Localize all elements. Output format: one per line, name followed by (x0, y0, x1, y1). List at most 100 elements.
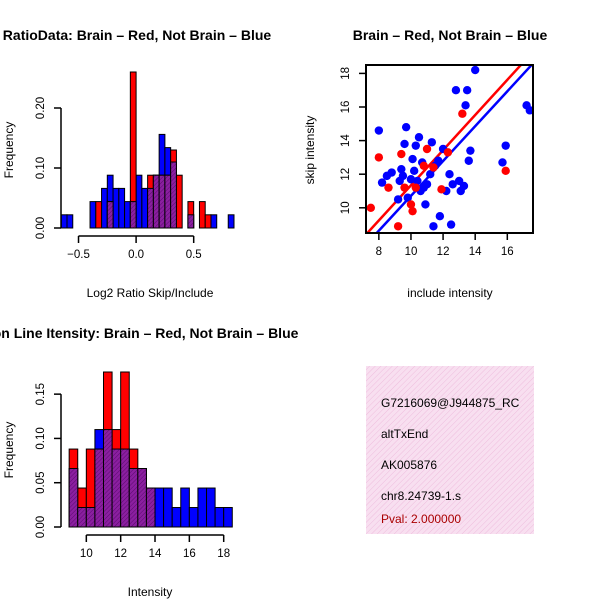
y-tick-label: 0.10 (35, 157, 47, 179)
histogram-bar-not-brain (112, 187, 120, 229)
x-tick-label: 10 (405, 246, 418, 258)
scatter-point-brain (400, 183, 409, 192)
ratio-y-axis-label: Frequency (2, 122, 16, 179)
scatter-point-brain (422, 144, 432, 154)
scatter-point-brain (406, 200, 416, 209)
scatter-point-brain (437, 185, 446, 194)
y-tick-label: 0.00 (35, 217, 47, 239)
scatter-point-not-brain (464, 156, 473, 165)
scatter-point-not-brain (401, 122, 411, 132)
histogram-bar-overlap (94, 448, 104, 528)
scatter-point-not-brain (448, 180, 457, 189)
scatter-point-not-brain (400, 139, 409, 149)
histogram-bar-not-brain (227, 214, 235, 229)
intensity-histogram-bars (68, 371, 233, 528)
scatter-point-not-brain (406, 175, 416, 184)
intensity-y-axis: 0.00 0.05 0.10 0.15 (35, 383, 62, 538)
histogram-bar-not-brain (89, 201, 97, 229)
histogram-bar-not-brain (154, 487, 165, 528)
scatter-point-not-brain (398, 171, 408, 181)
scatter-point-not-brain (387, 168, 396, 177)
scatter-panel: Brain – Red, Not Brain – Blue 8 10 12 14 16 … (303, 27, 547, 300)
histogram-bar-overlap (102, 429, 113, 528)
scatter-point-not-brain (501, 141, 510, 150)
scatter-fit-lines (366, 65, 533, 233)
histogram-bar-not-brain (124, 201, 131, 229)
x-tick-label: −0.5 (67, 249, 90, 261)
scatter-point-not-brain (414, 133, 424, 142)
scatter-point-not-brain (429, 222, 438, 231)
y-tick-label: 0.15 (35, 383, 47, 405)
histogram-bar-not-brain (210, 214, 218, 229)
scatter-point-not-brain (397, 164, 406, 174)
histogram-bar-overlap (68, 468, 79, 528)
ratio-y-axis: 0.00 0.10 0.20 (35, 97, 62, 239)
scatter-point-not-brain (408, 154, 417, 164)
fit-line-brain (366, 65, 523, 233)
y-tick-label: 12 (340, 168, 352, 181)
histogram-bar-not-brain (180, 487, 190, 528)
histogram-bar-not-brain (135, 174, 143, 229)
scatter-point-brain (374, 153, 384, 162)
scatter-y-axis: 10 12 14 16 18 (340, 67, 366, 214)
scatter-point-not-brain (427, 138, 437, 147)
scatter-x-axis-label: include intensity (407, 286, 492, 300)
histogram-bar-overlap (170, 161, 177, 229)
scatter-x-axis: 8 10 12 14 16 (376, 233, 514, 258)
x-tick-label: 0.5 (186, 249, 202, 261)
scatter-plot-frame (365, 64, 534, 234)
info-panel: G7216069@J944875_RC altTxEnd AK005876 ch… (366, 366, 534, 534)
y-tick-label: 0.00 (35, 516, 47, 538)
x-tick-label: 16 (183, 548, 196, 560)
y-tick-label: 16 (340, 101, 352, 114)
y-tick-label: 18 (340, 67, 352, 80)
histogram-bar-not-brain (66, 214, 74, 229)
histogram-bar-not-brain (141, 187, 149, 229)
ratio-x-axis-label: Log2 Ratio Skip/Include (87, 286, 214, 300)
event-type-text: altTxEnd (381, 427, 428, 441)
intensity-histogram-panel: Exon Line Itensity: Brain – Red, Not Bra… (0, 325, 299, 599)
histogram-bar-overlap (145, 487, 156, 528)
scatter-point-not-brain (466, 146, 475, 155)
histogram-bar-not-brain (118, 187, 126, 229)
scatter-point-brain (458, 109, 467, 118)
histogram-bar-overlap (128, 468, 139, 528)
scatter-point-not-brain (445, 170, 454, 179)
histogram-bar-brain (95, 201, 103, 229)
y-tick-label: 10 (340, 201, 352, 214)
ratio-histogram-panel: RatioData: Brain – Red, Not Brain – Blue… (2, 27, 271, 300)
ratio-x-axis: −0.5 0.0 0.5 (67, 235, 202, 261)
histogram-bar-brain (204, 214, 212, 229)
x-tick-label: 16 (501, 246, 514, 258)
histogram-bar-overlap (106, 201, 114, 229)
scatter-y-axis-label: skip intensity (303, 116, 317, 185)
x-tick-label: 12 (114, 548, 127, 560)
scatter-point-not-brain (413, 176, 422, 186)
x-tick-label: 10 (80, 548, 93, 560)
histogram-bar-overlap (164, 174, 172, 229)
histogram-bar-not-brain (188, 507, 199, 528)
intensity-x-axis-label: Intensity (128, 585, 173, 599)
y-tick-label: 0.20 (35, 97, 47, 119)
scatter-point-not-brain (422, 180, 432, 189)
scatter-point-not-brain (403, 193, 412, 202)
scatter-point-not-brain (461, 101, 470, 110)
scatter-point-brain (419, 161, 429, 170)
scatter-point-not-brain (411, 141, 420, 150)
histogram-bar-not-brain (197, 487, 208, 528)
scatter-point-not-brain (421, 200, 430, 209)
histogram-bar-overlap (85, 507, 96, 528)
scatter-point-not-brain (498, 158, 507, 167)
location-text: chr8.24739-1.s (381, 489, 461, 503)
histogram-bar-overlap (158, 174, 166, 229)
intensity-y-axis-label: Frequency (2, 422, 16, 479)
scatter-point-brain (408, 206, 417, 216)
scatter-point-not-brain (470, 65, 480, 75)
y-tick-label: 14 (340, 134, 352, 147)
ratio-histogram-bars (60, 71, 235, 229)
histogram-bar-not-brain (206, 487, 216, 528)
probe-id-text: G7216069@J944875_RC (381, 396, 520, 410)
histogram-bar-overlap (147, 187, 154, 229)
y-tick-label: 0.10 (35, 427, 47, 449)
